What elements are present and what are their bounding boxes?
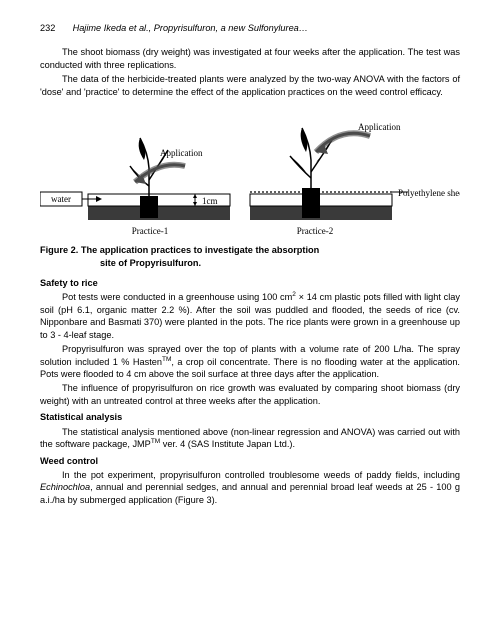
weed-echinochloa: Echinochloa [40,482,90,492]
application-right-label: Application [358,122,401,132]
running-header: 232 Hajime Ikeda et al., Propyrisulfuron… [40,22,460,34]
section-stat-head: Statistical analysis [40,411,460,423]
section-weed-head: Weed control [40,455,460,467]
figure-svg: water 1cm Application Practice-1 Polyeth… [40,108,460,238]
stat-p1: The statistical analysis mentioned above… [40,426,460,451]
section-safety-head: Safety to rice [40,277,460,289]
weed-p1: In the pot experiment, propyrisulfuron c… [40,469,460,506]
sup-tm1: TM [162,356,171,363]
figure-2: water 1cm Application Practice-1 Polyeth… [40,108,460,238]
paragraph-1: The shoot biomass (dry weight) was inves… [40,46,460,71]
paragraph-2: The data of the herbicide-treated plants… [40,73,460,98]
figure-caption-line2: site of Propyrisulfuron. [40,257,201,269]
practice1-label: Practice-1 [132,226,168,236]
weed-p1a: In the pot experiment, propyrisulfuron c… [62,470,460,480]
practice2-label: Practice-2 [297,226,333,236]
application-left-label: Application [160,148,203,158]
figure-caption: Figure 2. The application practices to i… [40,244,460,269]
application-arrow-right [316,133,370,154]
safety-p1a: Pot tests were conducted in a greenhouse… [62,292,292,302]
plant-right-icon [290,128,332,188]
application-arrow-left [135,165,185,184]
figure-caption-line1: Figure 2. The application practices to i… [40,245,319,255]
safety-p2: Propyrisulfuron was sprayed over the top… [40,343,460,380]
safety-p3: The influence of propyrisulfuron on rice… [40,382,460,407]
polyethylene-label: Polyethylene sheet [398,188,460,198]
onecm-label: 1cm [202,196,218,206]
safety-p1: Pot tests were conducted in a greenhouse… [40,291,460,341]
stat-p1b: ver. 4 (SAS Institute Japan Ltd.). [160,439,295,449]
weed-p1b: , annual and perennial sedges, and annua… [40,482,460,504]
sup-tm2: TM [151,438,160,445]
water-label: water [51,194,71,204]
page-number: 232 [40,22,70,34]
running-title: Hajime Ikeda et al., Propyrisulfuron, a … [73,23,308,33]
